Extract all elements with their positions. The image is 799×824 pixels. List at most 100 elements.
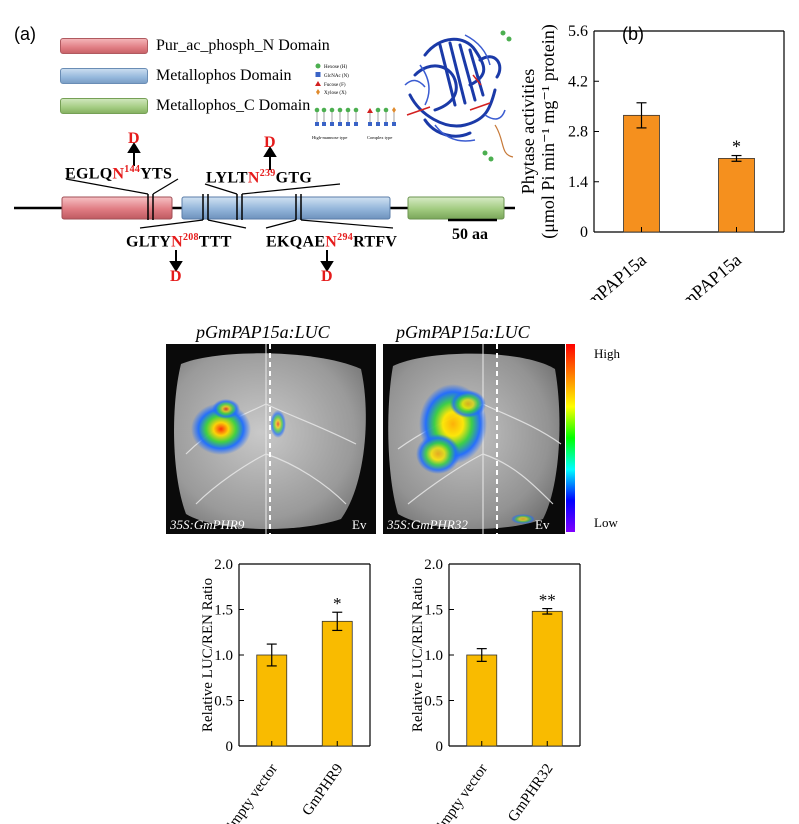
site-residue: N [247, 169, 260, 187]
mutation-d-294: D [321, 268, 333, 285]
luc-image-right-title: pGmPAP15a:LUC [396, 322, 530, 342]
inset-legend-xylose: Xylose (X) [324, 91, 347, 96]
legend-label: Metallophos_C Domain [156, 97, 311, 114]
panel-b-label: (b) [622, 24, 644, 44]
y-axis-label: Phytase activities [518, 69, 538, 194]
legend-item-pur-ac-phosph: Pur_ac_phosph_N Domain [60, 34, 330, 58]
inset-complex-label: Complex type [367, 135, 392, 140]
domain-architecture-diagram [14, 142, 515, 272]
y-tick-label: 1.5 [214, 603, 233, 619]
luc-left-overexpression-label: 35S:GmPHR9 [170, 517, 245, 532]
site-position: 294 [337, 232, 354, 243]
mutation-d-239: D [264, 134, 276, 151]
y-tick-label: 0 [226, 739, 234, 755]
y-tick-label: 0.5 [214, 694, 233, 710]
x-category-label: GmPAP15a [573, 250, 650, 300]
site-suffix: GTG [275, 169, 313, 187]
y-axis-label: Relative LUC/REN Ratio [410, 578, 426, 732]
pur-ac-phosph-domain [61, 196, 173, 220]
mutation-d-208: D [170, 268, 182, 285]
luc-image-gmphr32 [383, 344, 565, 534]
luc-right-overexpression-label: 35S:GmPHR32 [387, 517, 468, 532]
inset-legend-glcnac: GlcNAc (N) [324, 74, 349, 79]
x-category-label: mGmPAP15a [657, 250, 745, 300]
bar [531, 610, 563, 747]
site-239-sequence: LYLTN239GTG [206, 168, 312, 187]
y-tick-label: 1.5 [424, 603, 443, 619]
color-scale-low-label: Low [594, 515, 618, 530]
phytase-activity-chart: 0 1.4 2.8 4.2 5.6 GmPAP15a * mGmPAP15a Phytase a… [518, 23, 785, 300]
luc-left-ev-label: Ev [352, 517, 367, 532]
y-tick-label: 0.5 [424, 694, 443, 710]
scale-bar-label: 50 aa [452, 226, 488, 243]
inset-high-mannose-label: High-mannose type [312, 135, 347, 140]
site-suffix: TTT [198, 233, 232, 251]
luminescence-color-scale [566, 344, 575, 532]
bar [321, 620, 353, 747]
luc-ren-chart-gmphr32: 0 0.5 1.0 1.5 2.0 Empty vector ** GmPHR32 Relati… [410, 557, 581, 824]
glycan-structure-inset: Hexose (H) GlcNAc (N) Fucose (F) Xylose … [312, 63, 396, 140]
site-position: 208 [182, 232, 199, 243]
metallophos-domain [181, 196, 391, 220]
y-tick-label: 1.0 [214, 648, 233, 664]
x-category-label: GmPHR32 [505, 761, 556, 824]
site-294-sequence: EKQAEN294RTFV [266, 232, 397, 251]
significance-marker: * [732, 137, 741, 157]
x-category-label: Empty vector [221, 761, 281, 824]
luc-ren-chart-gmphr9: 0 0.5 1.0 1.5 2.0 Empty vector * GmPHR9 Relative… [200, 557, 371, 824]
inset-legend-hexose: Hexose (H) [324, 65, 348, 70]
y-tick-label: 5.6 [568, 23, 588, 40]
glcnac-symbol [315, 72, 321, 77]
x-category-label: Empty vector [431, 761, 491, 824]
luc-image-gmphr9 [166, 344, 376, 534]
significance-marker: * [333, 594, 342, 613]
site-position: 239 [259, 168, 276, 179]
y-tick-label: 2.0 [214, 557, 233, 573]
site-residue: N [171, 233, 183, 251]
site-suffix: YTS [140, 165, 173, 183]
bar [256, 654, 288, 747]
legend-item-metallophos-c: Metallophos_C Domain [60, 94, 310, 118]
protein-3d-structure [404, 30, 514, 162]
legend-label: Metallophos Domain [156, 67, 292, 84]
legend-swatch-blue [60, 68, 148, 84]
y-tick-label: 1.0 [424, 648, 443, 664]
site-residue: N [325, 233, 338, 251]
bar [623, 114, 660, 233]
site-prefix: GLTY [126, 233, 172, 251]
bar [718, 158, 755, 233]
site-208-sequence: GLTYN208TTT [126, 232, 232, 251]
bar [466, 654, 498, 747]
y-axis-label: Relative LUC/REN Ratio [200, 578, 216, 732]
fucose-symbol [315, 81, 321, 86]
inset-legend-fucose: Fucose (F) [324, 83, 346, 88]
legend-swatch-green [60, 98, 148, 114]
y-tick-label: 0 [436, 739, 444, 755]
xylose-symbol [316, 89, 320, 95]
y-tick-label: 4.2 [568, 73, 588, 90]
y-tick-label: 2.0 [424, 557, 443, 573]
legend-label: Pur_ac_phosph_N Domain [156, 37, 330, 54]
mutation-d-144: D [128, 130, 140, 147]
y-tick-label: 2.8 [568, 124, 588, 141]
y-axis-label: (μmol Pi min⁻¹ mg⁻¹ protein) [538, 24, 559, 238]
site-position: 144 [124, 164, 141, 175]
y-tick-label: 1.4 [568, 174, 588, 191]
legend-swatch-pink [60, 38, 148, 54]
luc-image-left-title: pGmPAP15a:LUC [196, 322, 330, 342]
site-suffix: RTFV [353, 233, 398, 251]
site-prefix: EKQAE [266, 233, 326, 251]
metallophos-c-domain [407, 196, 505, 220]
hexose-symbol [315, 63, 321, 69]
color-scale-high-label: High [594, 346, 620, 361]
site-144-sequence: EGLQN144YTS [65, 164, 172, 183]
y-tick-label: 0 [580, 224, 588, 241]
site-residue: N [112, 165, 125, 183]
significance-marker: ** [539, 591, 556, 610]
x-category-label: GmPHR9 [299, 761, 346, 819]
legend-item-metallophos: Metallophos Domain [60, 64, 292, 88]
site-prefix: LYLT [206, 169, 248, 187]
luc-right-ev-label: Ev [535, 517, 550, 532]
panel-a-label: (a) [14, 24, 36, 44]
site-prefix: EGLQ [65, 165, 113, 183]
